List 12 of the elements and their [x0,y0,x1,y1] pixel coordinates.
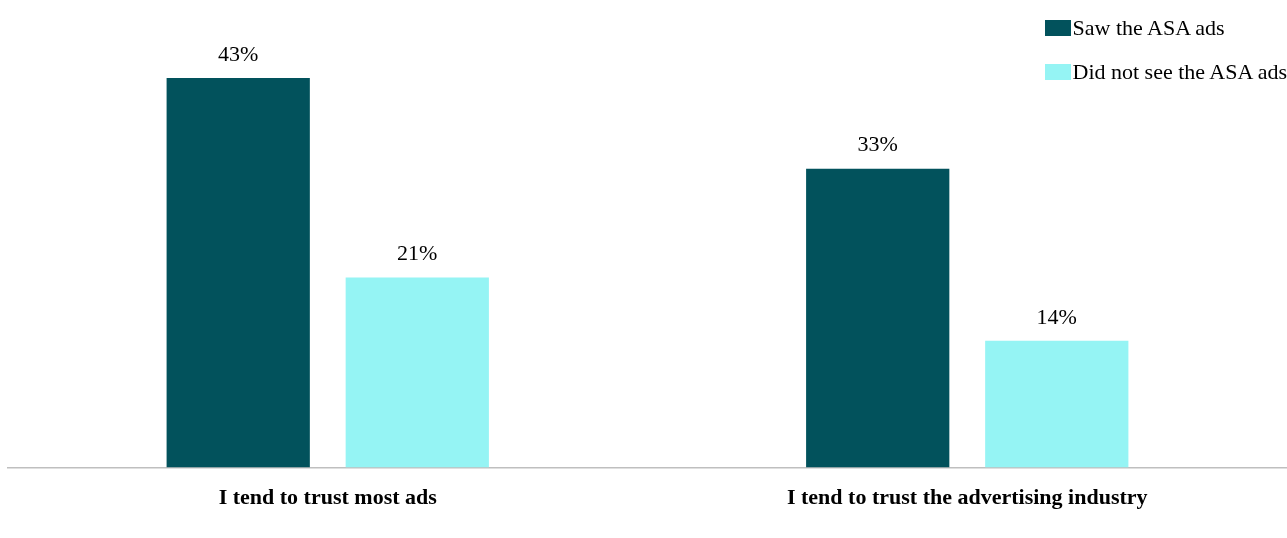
bar [166,78,310,468]
legend-label: Did not see the ASA ads [1072,59,1287,85]
data-label: 33% [857,131,898,157]
x-tick-label: I tend to trust most ads [218,484,438,510]
data-label: 14% [1036,303,1077,329]
bar [985,340,1129,468]
data-label: 43% [218,40,259,66]
bar [345,277,489,468]
data-label: 21% [397,240,438,266]
legend-label: Saw the ASA ads [1072,15,1225,41]
x-tick-label: I tend to trust the advertising industry [786,484,1148,510]
bar [806,168,950,468]
